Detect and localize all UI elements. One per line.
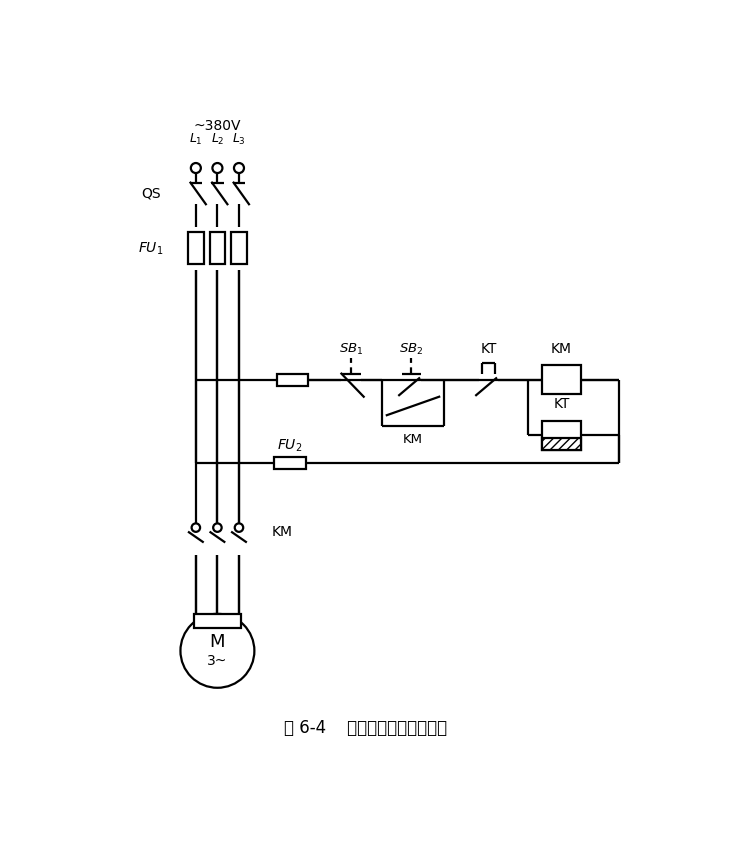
- Circle shape: [213, 524, 222, 532]
- Text: $L_1$: $L_1$: [189, 132, 203, 147]
- Text: 3~: 3~: [207, 654, 228, 668]
- Text: M: M: [210, 632, 225, 651]
- Bar: [231, 232, 246, 264]
- Text: QS: QS: [141, 186, 161, 200]
- Bar: [276, 374, 307, 386]
- Circle shape: [192, 524, 200, 532]
- Bar: [210, 232, 225, 264]
- Text: KT: KT: [553, 397, 570, 412]
- Bar: [542, 365, 581, 394]
- Circle shape: [213, 163, 222, 173]
- Text: ~380V: ~380V: [194, 119, 241, 133]
- Text: KM: KM: [272, 525, 293, 539]
- Circle shape: [180, 614, 255, 688]
- Text: KT: KT: [481, 342, 496, 356]
- Bar: [542, 438, 581, 450]
- Bar: [273, 456, 306, 469]
- Bar: [542, 421, 581, 450]
- Bar: [189, 232, 204, 264]
- Text: $SB_2$: $SB_2$: [400, 341, 424, 356]
- Circle shape: [191, 163, 201, 173]
- Bar: [195, 614, 240, 628]
- Text: KM: KM: [403, 433, 423, 445]
- Text: $L_2$: $L_2$: [210, 132, 225, 147]
- Text: $FU_1$: $FU_1$: [138, 241, 164, 257]
- Text: $FU_2$: $FU_2$: [277, 438, 303, 454]
- Text: 图 6-4    单台电动机的延时控制: 图 6-4 单台电动机的延时控制: [284, 719, 447, 737]
- Text: KM: KM: [551, 342, 572, 356]
- Circle shape: [235, 524, 243, 532]
- Circle shape: [234, 163, 244, 173]
- Text: $L_3$: $L_3$: [232, 132, 246, 147]
- Text: $SB_1$: $SB_1$: [339, 341, 363, 356]
